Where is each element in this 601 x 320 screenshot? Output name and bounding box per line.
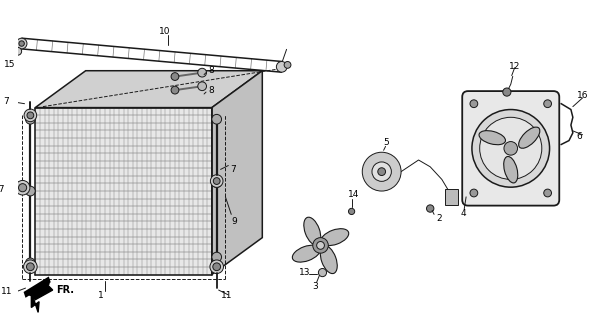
Ellipse shape [320,246,337,274]
Polygon shape [35,108,212,275]
Text: 6: 6 [577,132,582,141]
Circle shape [25,258,35,268]
Text: 9: 9 [231,217,237,226]
Circle shape [544,100,552,108]
Circle shape [24,109,37,122]
Text: 16: 16 [577,92,588,100]
Text: 10: 10 [159,28,170,36]
Ellipse shape [304,217,321,245]
Circle shape [14,47,22,55]
Circle shape [25,114,35,124]
Circle shape [470,100,478,108]
Circle shape [480,117,542,180]
Circle shape [16,38,27,49]
Circle shape [210,260,224,274]
Circle shape [19,184,26,192]
Circle shape [427,205,434,212]
Circle shape [213,263,221,271]
Text: 12: 12 [509,62,520,71]
Circle shape [25,186,35,196]
Polygon shape [35,71,262,108]
Circle shape [26,263,34,271]
Circle shape [23,260,37,274]
Ellipse shape [479,131,505,145]
Text: 3: 3 [313,282,319,291]
Text: 1: 1 [99,292,104,300]
Circle shape [212,178,222,188]
Text: 8: 8 [208,86,214,95]
Circle shape [171,73,179,80]
Circle shape [319,268,326,277]
Ellipse shape [504,156,518,183]
Polygon shape [31,284,53,300]
Circle shape [504,141,517,155]
Circle shape [212,114,222,124]
Circle shape [212,252,222,262]
Text: 15: 15 [4,60,16,69]
Text: 14: 14 [348,190,359,199]
Circle shape [171,86,179,94]
Text: 11: 11 [221,292,232,300]
Circle shape [503,88,511,96]
Bar [445,189,459,205]
Circle shape [317,242,325,249]
Circle shape [19,41,25,46]
Circle shape [210,175,223,187]
Polygon shape [23,276,50,298]
Text: 7: 7 [3,97,9,106]
Text: 2: 2 [436,214,442,223]
Circle shape [313,238,328,253]
Circle shape [276,61,287,72]
Circle shape [27,112,34,119]
FancyBboxPatch shape [462,91,560,206]
Circle shape [472,109,549,187]
Circle shape [198,68,207,77]
Text: 8: 8 [208,66,214,75]
Text: 11: 11 [1,287,13,297]
Text: 7: 7 [230,165,236,174]
Circle shape [362,152,401,191]
Text: 13: 13 [299,268,311,277]
Polygon shape [31,292,39,312]
Ellipse shape [292,245,320,262]
Circle shape [470,189,478,197]
Ellipse shape [321,229,349,246]
Circle shape [284,61,291,68]
Text: 5: 5 [383,138,389,147]
Circle shape [372,162,391,181]
Text: FR.: FR. [56,285,75,295]
Circle shape [15,180,30,195]
Circle shape [198,82,207,91]
Text: 17: 17 [0,185,5,194]
Ellipse shape [519,127,540,148]
Circle shape [349,208,355,214]
Circle shape [378,168,386,176]
Text: 4: 4 [460,209,466,218]
Polygon shape [212,71,262,275]
Circle shape [213,178,220,184]
Circle shape [544,189,552,197]
